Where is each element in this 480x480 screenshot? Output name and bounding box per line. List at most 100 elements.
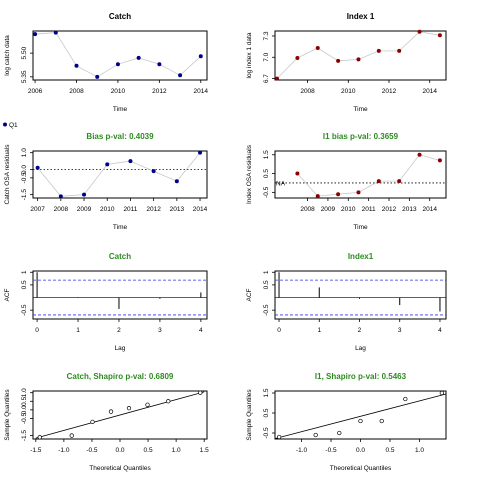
series-line — [35, 32, 202, 78]
x-tick-label: 0.5 — [385, 447, 394, 454]
y-tick-label: 0.5 — [21, 396, 28, 405]
data-point — [376, 48, 381, 53]
x-tick-label: 2010 — [341, 206, 356, 213]
x-tick-label: 2014 — [422, 206, 437, 213]
y-tick-label: 0.0 — [21, 165, 28, 174]
x-tick-label: 1.0 — [415, 447, 424, 454]
y-axis-label: Sample Quantiles — [246, 389, 253, 441]
plot-frame — [274, 30, 447, 81]
quantile-point — [337, 430, 342, 436]
y-axis-label: log index 1 data — [246, 32, 253, 78]
x-axis-label: Time — [353, 224, 368, 231]
x-tick-label: 2012 — [382, 206, 397, 213]
y-tick-label: 6.7 — [263, 74, 270, 83]
quantile-point — [166, 399, 171, 404]
x-tick-label: 2009 — [321, 206, 336, 213]
data-point — [128, 159, 133, 164]
x-tick-label: 2008 — [300, 206, 315, 213]
chart-panel-p4: I1 bias p-val: 0.3659 Time Index OSA resid… — [246, 132, 447, 231]
x-tick-label: 2012 — [382, 88, 397, 95]
quantile-point — [108, 409, 114, 414]
chart-title: Index1 — [348, 252, 374, 261]
series-line — [37, 152, 201, 197]
x-tick-label: 2008 — [69, 88, 84, 95]
plot-frame — [32, 270, 208, 320]
data-point — [397, 179, 402, 184]
x-tick-label: 2014 — [194, 88, 209, 95]
quantile-point — [358, 418, 363, 424]
x-tick-label: 2008 — [300, 88, 315, 95]
x-tick-label: 2006 — [28, 88, 43, 95]
y-axis-label: ACF — [4, 288, 11, 301]
y-tick-label: 0.5 — [263, 408, 270, 417]
y-tick-label: -0.5 — [263, 427, 270, 439]
y-axis-label: log catch data — [4, 35, 11, 76]
x-tick-label: 2012 — [152, 88, 167, 95]
data-point — [376, 179, 381, 184]
x-tick-label: 2 — [117, 327, 121, 334]
x-tick-label: 1.5 — [200, 447, 209, 454]
y-axis-label: Index OSA residuals — [246, 144, 253, 204]
data-point — [336, 58, 341, 63]
y-tick-label: 7.0 — [263, 52, 270, 61]
qq-reference-line — [35, 391, 205, 439]
chart-panel-p2: Index 1 Time log index 1 data 2008 2010 2012 2… — [246, 12, 447, 113]
y-tick-label: -1.5 — [21, 430, 28, 442]
x-tick-label: 3 — [398, 327, 402, 334]
x-tick-label: 0 — [277, 327, 281, 334]
data-point — [295, 55, 300, 60]
x-axis-label: Time — [353, 106, 368, 113]
legend-marker — [3, 122, 7, 127]
quantile-point — [126, 405, 132, 411]
data-point — [198, 150, 203, 155]
y-tick-label: -1.5 — [21, 189, 28, 201]
quantile-point — [145, 402, 150, 407]
chart-title: Index 1 — [347, 12, 375, 21]
x-axis-label: Lag — [115, 345, 126, 352]
quantile-point — [403, 396, 408, 402]
data-point — [315, 46, 320, 51]
data-point — [95, 74, 100, 79]
y-axis-label: Catch OSA residuals — [4, 144, 11, 205]
chart-title: I1 bias p-val: 0.3659 — [323, 132, 399, 141]
data-point — [417, 29, 422, 34]
data-point — [437, 158, 442, 163]
chart-panel-p6: Index1 Lag ACF 0 1 2 3 4 -0.5 0.5 1 — [246, 252, 447, 352]
data-point — [33, 32, 38, 37]
y-tick-label: -0.5 — [21, 304, 28, 316]
x-tick-label: 0.0 — [356, 447, 365, 454]
x-tick-label: 2010 — [100, 206, 115, 213]
legend-label: Q1 — [9, 122, 18, 129]
qq-reference-line — [274, 393, 447, 439]
x-tick-label: -1.5 — [30, 447, 42, 454]
plot-frame — [32, 30, 208, 81]
data-point — [315, 194, 320, 199]
y-axis-label: Sample Quantiles — [4, 389, 11, 441]
plot-frame — [32, 150, 208, 199]
data-point — [397, 48, 402, 53]
y-tick-label: 5.50 — [21, 46, 28, 59]
x-axis-label: Lag — [355, 345, 366, 352]
quantile-point — [313, 432, 318, 438]
x-tick-label: 0.5 — [144, 447, 153, 454]
x-tick-label: -1.0 — [296, 447, 308, 454]
chart-panel-p1: Catch Time log catch data 2006 2008 2010 2012 2… — [4, 12, 208, 113]
legend: Q1 — [3, 122, 18, 129]
data-point — [82, 192, 87, 197]
data-point — [136, 55, 141, 60]
data-point — [58, 194, 63, 199]
x-tick-label: -0.5 — [86, 447, 98, 454]
x-tick-label: 2014 — [422, 88, 437, 95]
y-tick-label: -0.5 — [21, 172, 28, 184]
x-tick-label: 2012 — [146, 206, 161, 213]
y-tick-label: 1 — [263, 270, 270, 274]
y-tick-label: -0.5 — [21, 412, 28, 424]
y-axis-label: ACF — [246, 288, 253, 301]
chart-panel-p8: I1, Shapiro p-val: 0.5463 Theoretical Qua… — [246, 372, 447, 472]
y-tick-label: 1.5 — [263, 150, 270, 159]
x-tick-label: 2010 — [341, 88, 356, 95]
na-annotation: NA — [276, 180, 286, 187]
data-point — [275, 76, 280, 81]
x-tick-label: 2013 — [402, 206, 417, 213]
data-point — [115, 62, 120, 67]
